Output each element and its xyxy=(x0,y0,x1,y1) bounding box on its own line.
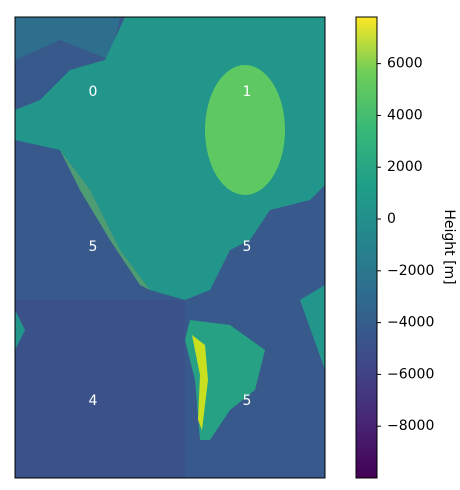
annotation: 4 xyxy=(89,393,98,409)
colorbar-tick-label: 0 xyxy=(387,211,396,227)
annotation: 1 xyxy=(243,84,252,100)
colorbar-tick-label: −4000 xyxy=(387,315,434,331)
axes-frame xyxy=(14,16,326,479)
map-image xyxy=(15,17,325,478)
colorbar-tick-label: −8000 xyxy=(387,418,434,434)
colorbar-tick-label: 2000 xyxy=(387,159,423,175)
colorbar-tick-label: −2000 xyxy=(387,263,434,279)
annotation: 5 xyxy=(89,239,98,255)
colorbar-tick-label: 4000 xyxy=(387,107,423,123)
annotation: 0 xyxy=(89,84,98,100)
annotation: 5 xyxy=(243,239,252,255)
annotation: 5 xyxy=(243,393,252,409)
colorbar xyxy=(355,16,378,479)
colorbar-tick-label: 6000 xyxy=(387,56,423,72)
colorbar-label: Height [m] xyxy=(441,209,457,284)
colorbar-tick-label: −6000 xyxy=(387,366,434,382)
